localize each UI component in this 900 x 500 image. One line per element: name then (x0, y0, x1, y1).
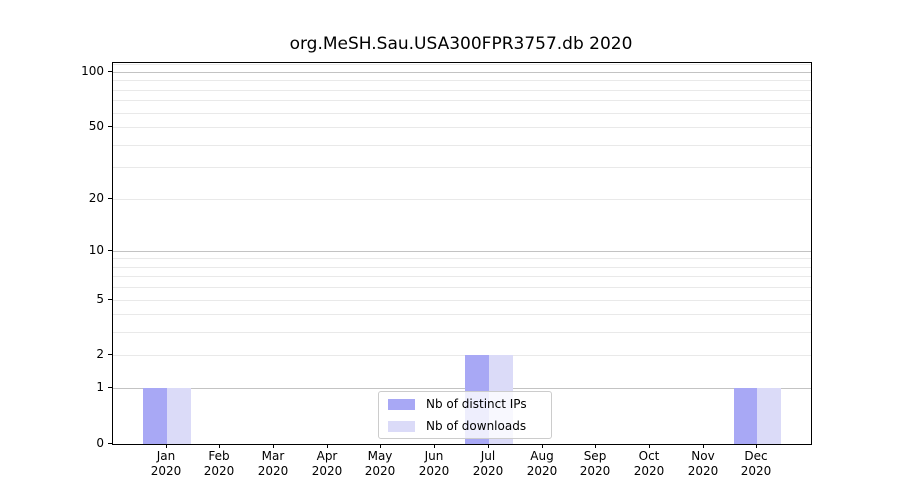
x-tick-label-jul: Jul 2020 (456, 449, 520, 479)
minor-gridline (113, 355, 811, 356)
legend-swatch-downloads (388, 420, 415, 432)
minor-gridline (113, 113, 811, 114)
x-tick-month: Jun (424, 449, 444, 463)
major-gridline (113, 72, 811, 73)
minor-gridline (113, 199, 811, 200)
x-tick-month: Dec (744, 449, 768, 463)
y-tick-mark (108, 250, 113, 251)
legend-label-distinct-ips: Nb of distinct IPs (426, 397, 527, 411)
minor-gridline (113, 276, 811, 277)
x-tick-year: 2020 (364, 464, 396, 478)
y-tick-mark (108, 299, 113, 300)
x-tick-year: 2020 (740, 464, 772, 478)
y-tick-mark (108, 71, 113, 72)
x-tick-month: Jan (156, 449, 176, 463)
y-tick-label: 50 (88, 119, 104, 133)
plot-area (112, 62, 812, 445)
x-tick-mark (756, 444, 757, 448)
y-tick-label: 2 (96, 347, 104, 361)
x-tick-mark (219, 444, 220, 448)
x-tick-year: 2020 (418, 464, 450, 478)
y-tick-label: 100 (81, 64, 104, 78)
x-tick-year: 2020 (257, 464, 289, 478)
minor-gridline (113, 332, 811, 333)
y-tick-mark (108, 198, 113, 199)
x-tick-month: Feb (208, 449, 230, 463)
x-tick-month: Apr (316, 449, 338, 463)
minor-gridline (113, 64, 811, 65)
x-tick-year: 2020 (203, 464, 235, 478)
y-tick-label: 1 (96, 380, 104, 394)
minor-gridline (113, 287, 811, 288)
x-tick-year: 2020 (687, 464, 719, 478)
x-tick-year: 2020 (472, 464, 504, 478)
legend-item-downloads: Nb of downloads (379, 415, 551, 437)
x-tick-month: Aug (530, 449, 554, 463)
x-tick-year: 2020 (150, 464, 182, 478)
x-tick-label-sep: Sep 2020 (563, 449, 627, 479)
x-tick-mark (595, 444, 596, 448)
x-tick-year: 2020 (526, 464, 558, 478)
x-tick-year: 2020 (579, 464, 611, 478)
x-tick-mark (488, 444, 489, 448)
legend: Nb of distinct IPs Nb of downloads (378, 391, 552, 439)
x-tick-mark (542, 444, 543, 448)
minor-gridline (113, 267, 811, 268)
minor-gridline (113, 80, 811, 81)
x-tick-mark (327, 444, 328, 448)
x-tick-mark (649, 444, 650, 448)
minor-gridline (113, 90, 811, 91)
y-tick-label: 10 (88, 243, 104, 257)
x-tick-month: Sep (583, 449, 607, 463)
bar-distinct-ips-jan (143, 388, 167, 444)
x-tick-year: 2020 (311, 464, 343, 478)
x-tick-label-jun: Jun 2020 (402, 449, 466, 479)
x-tick-month: Oct (638, 449, 660, 463)
bar-downloads-jan (167, 388, 191, 444)
minor-gridline (113, 258, 811, 259)
x-tick-label-feb: Feb 2020 (187, 449, 251, 479)
x-tick-label-may: May 2020 (348, 449, 412, 479)
x-tick-mark (434, 444, 435, 448)
minor-gridline (113, 100, 811, 101)
x-tick-mark (703, 444, 704, 448)
minor-gridline (113, 300, 811, 301)
x-tick-month: Jul (480, 449, 496, 463)
x-tick-label-mar: Mar 2020 (241, 449, 305, 479)
y-tick-label: 0 (96, 436, 104, 450)
legend-label-downloads: Nb of downloads (426, 419, 527, 433)
x-tick-mark (166, 444, 167, 448)
bar-downloads-dec (757, 388, 781, 444)
x-tick-label-aug: Aug 2020 (510, 449, 574, 479)
bar-distinct-ips-dec (734, 388, 758, 444)
y-tick-mark (108, 126, 113, 127)
x-tick-label-apr: Apr 2020 (295, 449, 359, 479)
x-tick-mark (273, 444, 274, 448)
y-tick-mark (108, 354, 113, 355)
minor-gridline (113, 145, 811, 146)
x-tick-month: Mar (261, 449, 285, 463)
x-tick-year: 2020 (633, 464, 665, 478)
chart-title: org.MeSH.Sau.USA300FPR3757.db 2020 (289, 34, 633, 54)
x-tick-label-jan: Jan 2020 (134, 449, 198, 479)
y-tick-mark (108, 443, 113, 444)
y-tick-label: 20 (88, 191, 104, 205)
major-gridline (113, 251, 811, 252)
minor-gridline (113, 127, 811, 128)
x-tick-label-dec: Dec 2020 (724, 449, 788, 479)
x-tick-month: Nov (691, 449, 715, 463)
x-tick-mark (380, 444, 381, 448)
x-tick-month: May (367, 449, 393, 463)
x-tick-label-oct: Oct 2020 (617, 449, 681, 479)
major-gridline (113, 388, 811, 389)
legend-swatch-distinct-ips (388, 398, 415, 410)
x-tick-label-nov: Nov 2020 (671, 449, 735, 479)
minor-gridline (113, 314, 811, 315)
y-tick-mark (108, 387, 113, 388)
y-tick-label: 5 (96, 292, 104, 306)
legend-item-distinct-ips: Nb of distinct IPs (379, 393, 551, 415)
minor-gridline (113, 167, 811, 168)
